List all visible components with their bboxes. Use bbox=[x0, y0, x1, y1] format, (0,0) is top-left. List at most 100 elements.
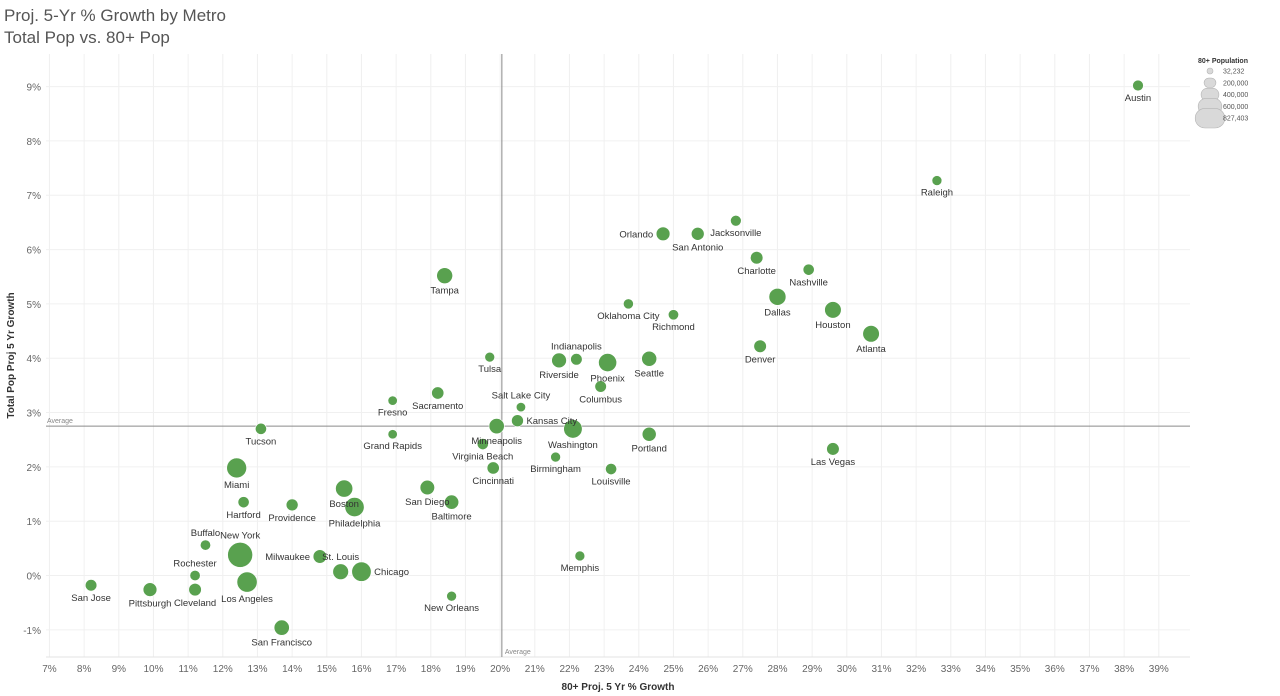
data-point bbox=[550, 451, 561, 463]
data-point bbox=[623, 298, 634, 310]
x-tick-label: 31% bbox=[871, 664, 891, 675]
data-point bbox=[436, 267, 453, 284]
x-tick-label: 25% bbox=[663, 664, 683, 675]
data-label: Salt Lake City bbox=[492, 390, 551, 401]
data-label: Virginia Beach bbox=[452, 452, 513, 463]
data-points bbox=[84, 79, 1144, 636]
x-tick-label: 22% bbox=[559, 664, 579, 675]
y-tick-label: 4% bbox=[27, 354, 42, 365]
grid bbox=[46, 54, 1190, 658]
data-label: Fresno bbox=[378, 407, 408, 418]
legend-size-marker bbox=[1203, 77, 1217, 88]
x-tick-label: 10% bbox=[143, 664, 163, 675]
x-tick-label: 21% bbox=[525, 664, 545, 675]
x-tick-label: 14% bbox=[282, 664, 302, 675]
data-point bbox=[641, 426, 657, 442]
data-label: San Diego bbox=[405, 497, 449, 508]
data-point bbox=[237, 496, 250, 509]
x-tick-label: 26% bbox=[698, 664, 718, 675]
data-label: Nashville bbox=[789, 277, 828, 288]
data-label: Dallas bbox=[764, 307, 791, 318]
data-label: Kansas City bbox=[526, 416, 577, 427]
data-point bbox=[189, 570, 201, 582]
x-tick-label: 39% bbox=[1149, 664, 1169, 675]
data-label: Philadelphia bbox=[329, 519, 381, 530]
data-point bbox=[862, 325, 880, 343]
data-point bbox=[563, 419, 583, 439]
y-tick-label: 1% bbox=[27, 517, 42, 528]
x-tick-label: 16% bbox=[351, 664, 371, 675]
data-point bbox=[753, 339, 767, 353]
data-label: New York bbox=[220, 530, 260, 541]
x-tick-label: 7% bbox=[42, 664, 57, 675]
data-label: Milwaukee bbox=[265, 552, 310, 563]
x-tick-label: 29% bbox=[802, 664, 822, 675]
legend-size-marker bbox=[1194, 108, 1226, 129]
data-label: Portland bbox=[632, 443, 667, 454]
legend-size-label: 827,403 bbox=[1223, 116, 1248, 123]
data-point bbox=[351, 561, 372, 582]
data-point bbox=[605, 463, 617, 475]
y-tick-label: 7% bbox=[27, 191, 42, 202]
y-average-label: Average bbox=[47, 418, 73, 425]
data-label: Sacramento bbox=[412, 401, 463, 412]
data-label: Minneapolis bbox=[471, 436, 522, 447]
data-point bbox=[419, 479, 435, 496]
data-label: Oklahoma City bbox=[597, 311, 660, 322]
x-tick-label: 23% bbox=[594, 664, 614, 675]
data-point bbox=[768, 288, 787, 306]
data-label: Orlando bbox=[619, 229, 653, 240]
x-tick-label: 12% bbox=[213, 664, 233, 675]
x-tick-label: 38% bbox=[1114, 664, 1134, 675]
data-label: St. Louis bbox=[322, 552, 359, 563]
chart-title: Proj. 5-Yr % Growth by Metro bbox=[4, 6, 227, 25]
data-point bbox=[446, 590, 457, 602]
data-point bbox=[335, 479, 354, 498]
y-tick-label: 0% bbox=[27, 572, 42, 583]
data-label: Rochester bbox=[173, 558, 216, 569]
reference-lines: Average Average bbox=[46, 54, 1190, 657]
data-label: Las Vegas bbox=[811, 457, 856, 468]
x-tick-label: 36% bbox=[1045, 664, 1065, 675]
data-label: Tampa bbox=[430, 286, 459, 297]
x-axis-title: 80+ Proj. 5 Yr % Growth bbox=[562, 682, 675, 693]
data-label: San Antonio bbox=[672, 242, 723, 253]
data-label: Jacksonville bbox=[710, 228, 761, 239]
data-point bbox=[226, 457, 247, 479]
data-point bbox=[574, 550, 586, 562]
data-point bbox=[476, 438, 489, 450]
x-average-label: Average bbox=[505, 649, 531, 656]
data-label: New Orleans bbox=[424, 603, 479, 614]
data-label: Indianapolis bbox=[551, 342, 602, 353]
data-point bbox=[594, 380, 607, 393]
data-point bbox=[551, 352, 567, 369]
point-labels: Austin Raleigh Jacksonville Orlando San Anto… bbox=[71, 93, 1151, 648]
x-tick-label: 19% bbox=[455, 664, 475, 675]
data-label: Hartford bbox=[226, 510, 260, 521]
data-label: Baltimore bbox=[432, 511, 472, 522]
x-tick-label: 34% bbox=[975, 664, 995, 675]
data-label: Birmingham bbox=[530, 464, 581, 475]
legend-size-label: 200,000 bbox=[1223, 80, 1248, 87]
data-label: Atlanta bbox=[856, 344, 886, 355]
data-label: Buffalo bbox=[191, 528, 220, 539]
data-point bbox=[488, 418, 505, 435]
x-tick-label: 8% bbox=[77, 664, 92, 675]
x-tick-label: 35% bbox=[1010, 664, 1030, 675]
legend-title: 80+ Population bbox=[1198, 58, 1248, 65]
legend-size-label: 400,000 bbox=[1223, 92, 1248, 99]
data-point bbox=[142, 582, 158, 597]
data-label: Miami bbox=[224, 480, 249, 491]
data-point bbox=[387, 395, 398, 406]
x-tick-label: 20% bbox=[490, 664, 510, 675]
data-label: Charlotte bbox=[737, 266, 776, 277]
chart-subtitle: Total Pop vs. 80+ Pop bbox=[4, 28, 170, 47]
data-point bbox=[598, 353, 617, 372]
data-point bbox=[826, 442, 840, 456]
x-tick-label: 28% bbox=[767, 664, 787, 675]
data-point bbox=[285, 498, 299, 512]
x-tick-label: 30% bbox=[837, 664, 857, 675]
data-point bbox=[511, 414, 524, 427]
data-point bbox=[332, 563, 349, 580]
size-legend: 80+ Population 32,232 200,000 400,000 600,00… bbox=[1194, 58, 1248, 129]
